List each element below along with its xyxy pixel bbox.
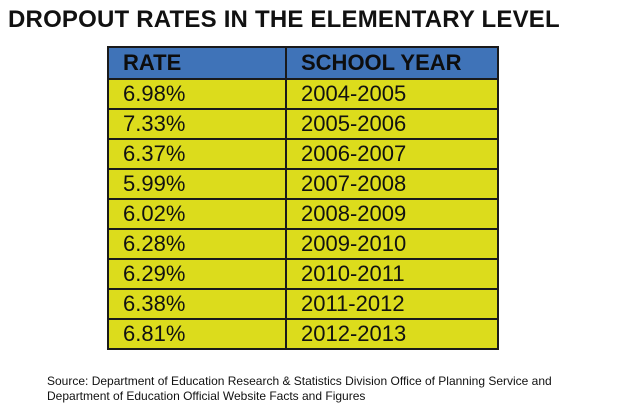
source-line: Source: Department of Education Research…	[47, 374, 552, 388]
source-note: Source: Department of Education Research…	[47, 374, 627, 404]
school-year-cell: 2004-2005	[285, 78, 499, 110]
rate-cell: 6.28%	[107, 228, 287, 260]
table-header-row: RATE SCHOOL YEAR	[107, 46, 499, 80]
table-row: 6.98% 2004-2005	[107, 78, 499, 110]
dropout-rates-table: RATE SCHOOL YEAR 6.98% 2004-2005 7.33% 2005…	[107, 46, 499, 350]
school-year-cell: 2011-2012	[285, 288, 499, 320]
table-row: 6.29% 2010-2011	[107, 258, 499, 290]
school-year-cell: 2006-2007	[285, 138, 499, 170]
source-line: Department of Education Official Website…	[47, 389, 366, 403]
table-row: 5.99% 2007-2008	[107, 168, 499, 200]
rate-cell: 6.29%	[107, 258, 287, 290]
table-row: 6.38% 2011-2012	[107, 288, 499, 320]
rate-cell: 5.99%	[107, 168, 287, 200]
table-row: 6.28% 2009-2010	[107, 228, 499, 260]
school-year-cell: 2007-2008	[285, 168, 499, 200]
rate-cell: 6.98%	[107, 78, 287, 110]
table-row: 7.33% 2005-2006	[107, 108, 499, 140]
table-row: 6.81% 2012-2013	[107, 318, 499, 350]
school-year-cell: 2012-2013	[285, 318, 499, 350]
rate-cell: 7.33%	[107, 108, 287, 140]
rate-cell: 6.37%	[107, 138, 287, 170]
rate-cell: 6.81%	[107, 318, 287, 350]
column-header-rate: RATE	[107, 46, 287, 80]
chart-title: DROPOUT RATES IN THE ELEMENTARY LEVEL	[8, 6, 560, 33]
school-year-cell: 2005-2006	[285, 108, 499, 140]
rate-cell: 6.02%	[107, 198, 287, 230]
table-row: 6.37% 2006-2007	[107, 138, 499, 170]
table-body: 6.98% 2004-2005 7.33% 2005-2006 6.37% 2006-20…	[107, 78, 499, 350]
school-year-cell: 2010-2011	[285, 258, 499, 290]
table-row: 6.02% 2008-2009	[107, 198, 499, 230]
column-header-school-year: SCHOOL YEAR	[285, 46, 499, 80]
school-year-cell: 2008-2009	[285, 198, 499, 230]
rate-cell: 6.38%	[107, 288, 287, 320]
school-year-cell: 2009-2010	[285, 228, 499, 260]
